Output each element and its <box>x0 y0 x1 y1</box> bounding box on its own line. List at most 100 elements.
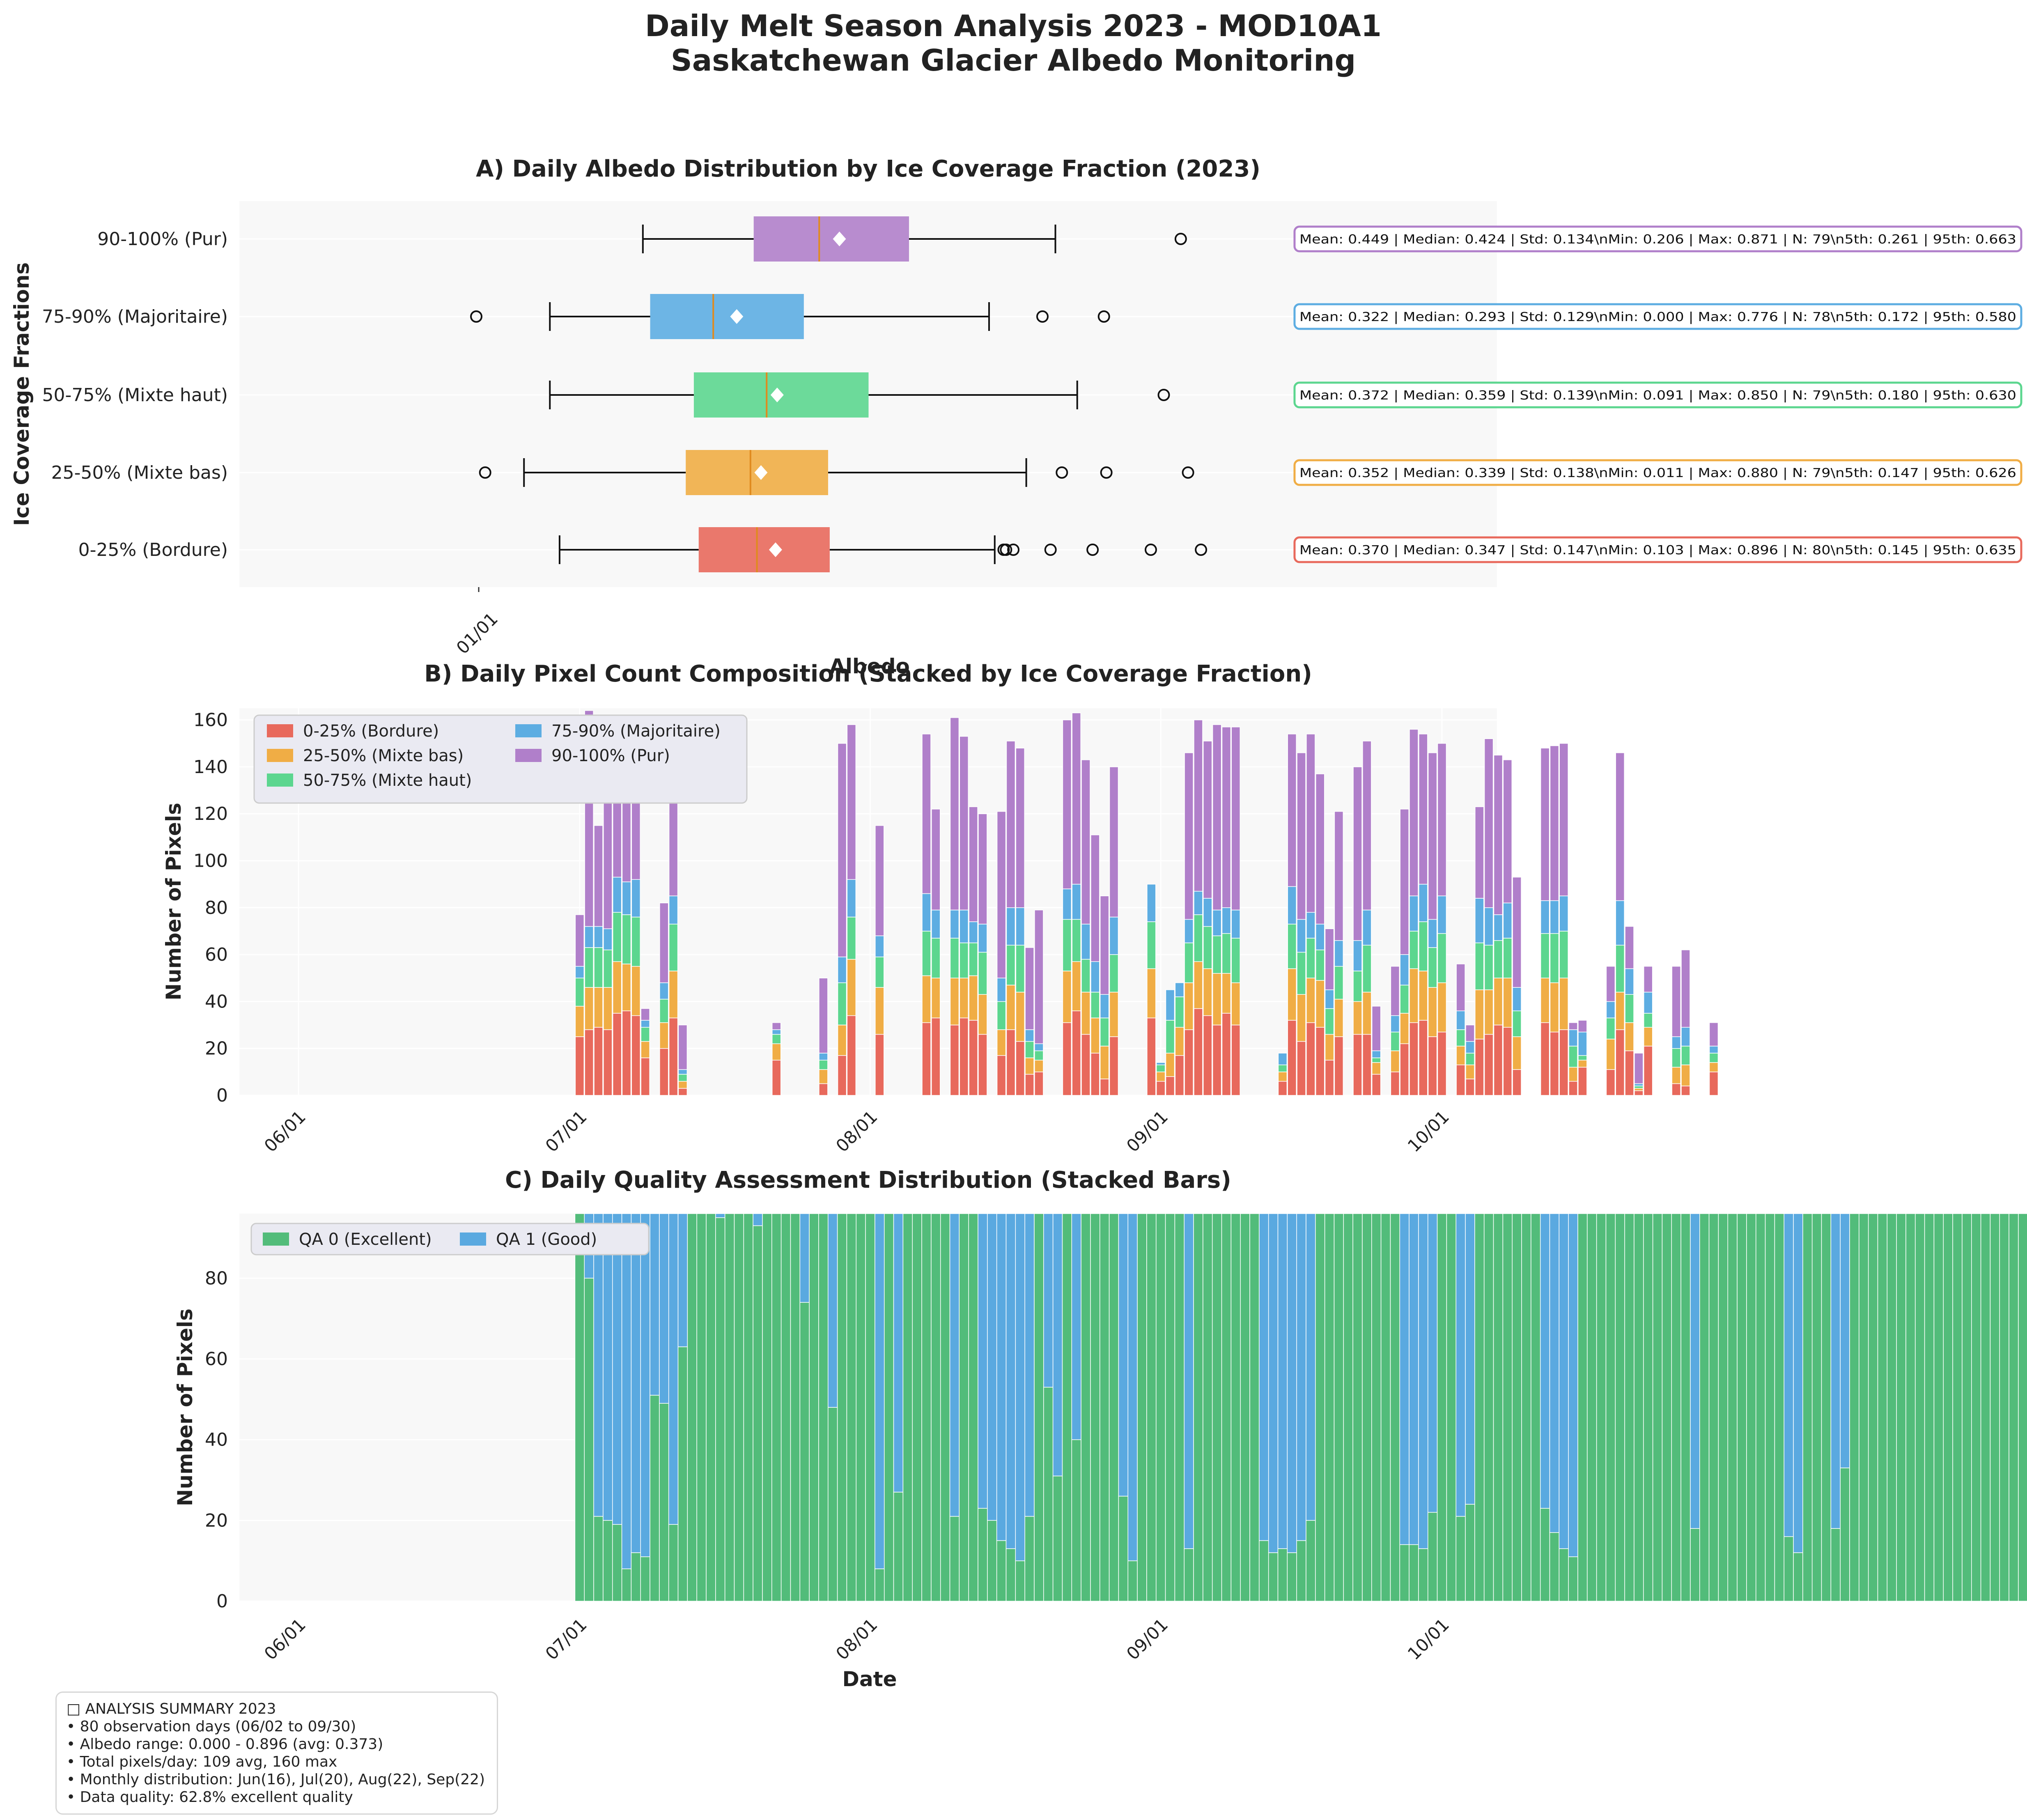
panel-b-bar-segment <box>1550 900 1559 934</box>
panel-b-bar-segment <box>1015 907 1025 946</box>
panel-b-bar-segment <box>771 1060 781 1096</box>
panel-c-bar-qa1 <box>1287 1213 1297 1553</box>
panel-c-bar-qa1 <box>1690 1213 1700 1529</box>
panel-b-bar-segment <box>1325 928 1334 990</box>
panel-c-bar-qa0 <box>1980 1213 1991 1602</box>
panel-b-bar-segment <box>1568 1029 1578 1047</box>
panel-c-bar-qa1 <box>1409 1213 1419 1545</box>
panel-a-stats-box <box>1293 303 2022 330</box>
panel-b-bar-segment <box>1100 1046 1109 1079</box>
panel-b-bar-segment <box>1475 806 1484 899</box>
panel-b-bar-segment <box>1109 1036 1119 1096</box>
panel-b-bar-segment <box>1484 738 1494 908</box>
panel-b-bar-segment <box>1034 1060 1044 1072</box>
panel-c-bar-qa0 <box>1512 1213 1522 1602</box>
panel-b-bar-segment <box>1428 919 1437 948</box>
panel-b-bar-segment <box>594 1027 603 1096</box>
panel-b-bar-segment <box>1400 954 1409 986</box>
panel-b-bar-segment <box>1634 1090 1644 1096</box>
panel-c-ytick-label: 20 <box>205 1510 228 1531</box>
panel-b-bar-segment <box>771 1043 781 1061</box>
panel-b-bar-segment <box>1025 1074 1034 1096</box>
panel-c-bar-qa0 <box>1811 1213 1822 1602</box>
panel-a-outlier <box>1056 466 1068 479</box>
panel-c-bar-qa0 <box>865 1213 875 1602</box>
panel-b-bar-segment <box>1550 933 1559 983</box>
panel-c-bar-qa1 <box>1071 1213 1081 1440</box>
panel-b-bar-segment <box>659 902 669 983</box>
panel-c-bar-qa0 <box>584 1278 594 1602</box>
panel-b-bar-segment <box>1212 1024 1222 1096</box>
panel-b-bar-segment <box>575 1036 585 1096</box>
panel-b-bar-segment <box>1559 895 1569 932</box>
panel-b-bar-segment <box>1090 1017 1100 1053</box>
panel-c-bar-qa1 <box>659 1213 669 1404</box>
panel-c-bar-qa0 <box>1896 1213 1906 1602</box>
panel-b-bar-segment <box>1709 1072 1719 1096</box>
panel-c-bar-qa0 <box>1174 1213 1185 1602</box>
panel-b-bar-segment <box>1456 1046 1465 1065</box>
panel-b-bar-segment <box>1194 891 1203 915</box>
panel-c-bar-qa1 <box>1793 1213 1803 1553</box>
panel-b-bar-segment <box>819 1060 828 1070</box>
panel-c-bar-qa1 <box>828 1213 838 1408</box>
panel-c-bar-qa0 <box>1784 1536 1794 1602</box>
panel-b-bar-segment <box>950 717 960 911</box>
panel-c-xtick-label: 08/01 <box>832 1614 881 1664</box>
panel-b-legend-label: 50-75% (Mixte haut) <box>303 771 472 790</box>
panel-b-bar-segment <box>1325 1034 1334 1061</box>
panel-c-bar-qa0 <box>1568 1556 1578 1602</box>
panel-c-bar-qa1 <box>612 1213 622 1525</box>
panel-b-bar-segment <box>1456 1029 1465 1047</box>
panel-c-bar-qa0 <box>1052 1476 1063 1602</box>
panel-b-ytick-label: 20 <box>205 1038 228 1059</box>
panel-b-bar-segment <box>1194 1008 1203 1096</box>
panel-b-bar-segment <box>969 1020 978 1096</box>
panel-b-bar-segment <box>1212 973 1222 1026</box>
panel-b-bar-segment <box>612 961 622 1014</box>
panel-b-bar-segment <box>1015 945 1025 993</box>
panel-b-bar-segment <box>771 1034 781 1044</box>
panel-c-bar-qa1 <box>1127 1213 1138 1561</box>
panel-b-bar-segment <box>584 987 594 1030</box>
panel-c-bar-qa0 <box>1034 1213 1044 1602</box>
panel-b-bar-segment <box>659 1022 669 1049</box>
panel-c-bar-qa0 <box>1971 1213 1981 1602</box>
panel-c-bar-qa1 <box>668 1213 679 1525</box>
panel-c-xtick-label: 09/01 <box>1123 1614 1172 1664</box>
panel-b-bar-segment <box>1409 968 1419 1023</box>
panel-b-bar-segment <box>969 975 978 1021</box>
panel-b-bar-segment <box>622 881 631 915</box>
panel-c-xlabel: Date <box>842 1667 897 1691</box>
panel-c-bar-qa0 <box>1690 1528 1700 1602</box>
panel-a-mean-marker <box>770 388 784 402</box>
panel-b-bar-segment <box>1540 748 1550 901</box>
panel-b-bar-segment <box>678 1069 688 1075</box>
panel-b-bar-segment <box>922 893 931 932</box>
panel-c-bar-qa0 <box>978 1508 988 1602</box>
panel-c-bar-qa1 <box>650 1213 660 1396</box>
panel-b-bar-segment <box>659 982 669 1000</box>
panel-b-bar-segment <box>978 1034 987 1096</box>
panel-b-bar-segment <box>1306 734 1315 913</box>
panel-b-bar-segment <box>1419 734 1428 885</box>
panel-b-bar-segment <box>1606 1017 1616 1040</box>
panel-b-bar-segment <box>1709 1022 1719 1047</box>
panel-b-bar-segment <box>1493 978 1503 1026</box>
panel-b-bar-segment <box>1072 1010 1081 1096</box>
panel-c-bar-qa0 <box>912 1213 922 1602</box>
panel-b-bar-segment <box>1147 921 1156 969</box>
panel-c-bar-qa0 <box>1240 1213 1250 1602</box>
panel-b-bar-segment <box>1456 1064 1465 1096</box>
panel-b-bar-segment <box>1437 743 1447 896</box>
panel-b-bar-segment <box>1503 1027 1513 1096</box>
panel-b-bar-segment <box>631 879 641 918</box>
panel-b-bar-segment <box>1081 1034 1090 1096</box>
panel-c-bar-qa0 <box>1446 1213 1456 1602</box>
panel-b-bar-segment <box>1643 1046 1653 1096</box>
panel-c-bar-qa0 <box>1418 1548 1428 1602</box>
panel-b-legend-frame <box>253 714 748 804</box>
panel-c-bar-qa0 <box>1643 1213 1653 1602</box>
panel-b-bar-segment <box>922 975 931 1023</box>
panel-c-bar-qa1 <box>1306 1213 1316 1521</box>
